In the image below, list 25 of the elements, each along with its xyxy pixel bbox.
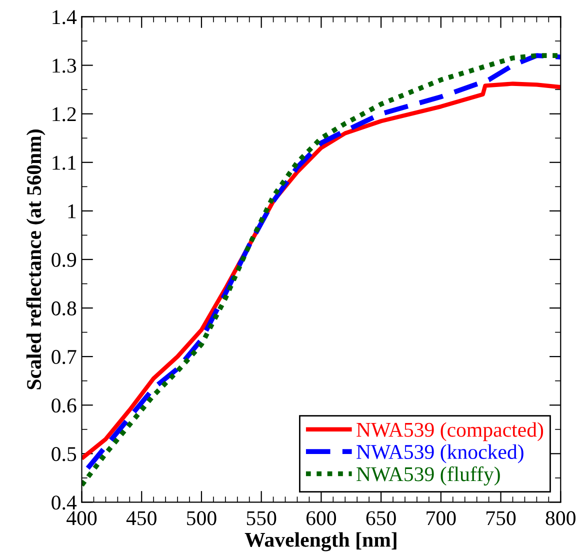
x-tick-label: 450 xyxy=(126,511,156,526)
x-tick-label: 600 xyxy=(306,511,336,526)
y-tick-label: 0.6 xyxy=(52,398,76,413)
y-tick-label: 0.5 xyxy=(52,447,76,462)
x-tick-label: 650 xyxy=(366,511,396,526)
y-tick-label: 0.8 xyxy=(52,301,76,316)
y-tick-label: 1.4 xyxy=(52,10,77,24)
x-tick-label: 800 xyxy=(546,511,576,526)
y-tick-label: 0.9 xyxy=(52,252,76,267)
x-axis-title: Wavelength [nm] xyxy=(244,532,396,552)
x-tick-label: 550 xyxy=(246,511,276,526)
y-tick-label: 1 xyxy=(68,204,76,218)
y-tick-label: 1.1 xyxy=(52,156,76,170)
x-tick-label: 500 xyxy=(187,511,216,526)
legend-label: NWA539 (fluffy) xyxy=(356,466,500,486)
y-tick-label: 1.3 xyxy=(52,58,76,73)
legend-label: NWA539 (knocked) xyxy=(356,444,524,464)
x-tick-label: 700 xyxy=(426,511,456,526)
y-tick-label: 1.2 xyxy=(52,107,76,122)
x-tick-label: 400 xyxy=(66,511,97,526)
x-tick-label: 750 xyxy=(486,511,516,526)
y-tick-label: 0.7 xyxy=(52,350,76,364)
legend-label: NWA539 (compacted) xyxy=(356,422,544,442)
y-axis-title: Scaled reflectance (at 560nm) xyxy=(26,130,46,390)
y-tick-label: 0.4 xyxy=(52,496,77,510)
